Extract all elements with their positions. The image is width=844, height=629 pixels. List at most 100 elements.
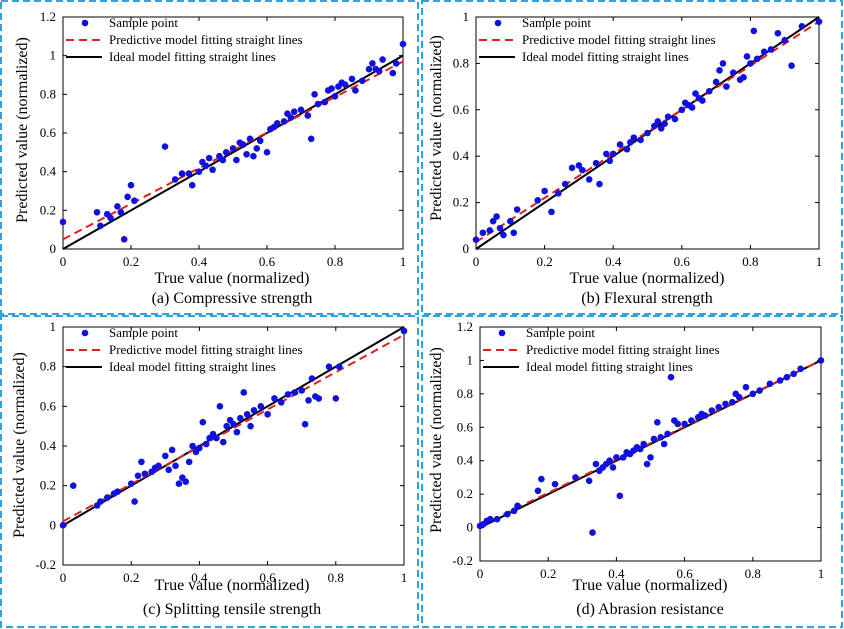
sample-point-a [250,152,257,160]
x-tick-label-a: 0 [60,254,67,269]
sample-point-d [585,477,593,485]
sample-point-d [493,515,501,523]
sample-point-a [239,141,247,148]
sample-point-c [138,458,145,466]
sample-point-b [747,60,754,67]
x-tick-label-a: 0.4 [191,254,208,269]
sample-point-b [489,217,497,225]
legend-marker-sample-c [81,329,89,337]
sample-point-b [750,27,758,35]
sample-point-a [131,197,138,204]
sample-point-a [178,170,186,177]
sample-point-d [701,412,709,419]
sample-point-b [767,46,775,53]
y-tick-label-d: 0.6 [457,419,474,434]
x-tick-label-a: 0.2 [123,254,139,269]
sample-point-c [69,482,77,489]
sample-point-a [307,135,315,143]
sample-point-b [671,115,679,123]
sample-point-c [162,452,169,460]
sample-point-c [97,498,104,505]
predictive-fit-line-d [479,359,822,527]
sample-point-d [688,417,695,424]
sample-point-b [815,18,823,25]
sample-point-c [189,442,196,450]
legend-label-sample-b: Sample point [522,15,591,30]
sample-point-d [817,357,825,364]
sample-point-b [630,134,638,141]
sample-point-a [321,98,329,106]
sample-point-a [246,135,254,143]
panel-c-frame [0,315,419,628]
sample-point-c [199,418,207,426]
sample-point-d [776,377,784,384]
y-tick-label-a: 1.2 [40,9,56,24]
plot-d: 0 0.2 0.4 0.6 0.8 1 -0.2 0 0.2 0.4 0.6 0.8 1 1.2 Sampl… [452,319,825,581]
y-tick-label-d: 1 [467,352,474,367]
sample-point-b [579,166,586,174]
y-tick-label-b: 1 [463,9,470,24]
sample-point-b [510,229,518,237]
sample-point-b [637,136,644,144]
sample-point-c [325,363,333,370]
sample-point-c [332,395,340,402]
sample-point-b [534,196,542,204]
sample-point-c [243,410,251,418]
sample-point-c [233,428,241,436]
y-tick-label-c: 0.2 [40,478,56,493]
panel-d: 0 0.2 0.4 0.6 0.8 1 -0.2 0 0.2 0.4 0.6 0.8 1 1.2 Sampl… [421,315,843,628]
sample-point-b [603,150,610,158]
sample-point-b [760,48,768,56]
sample-point-b [479,229,487,237]
sample-point-c [223,422,230,430]
sample-point-d [657,434,665,441]
sample-point-c [185,458,193,466]
legend-label-ideal-c: Ideal model fitting straight lines [109,359,276,374]
sample-point-a [93,208,101,216]
sample-point-b [678,106,686,114]
sample-point-d [514,502,521,510]
sample-point-c [134,472,142,480]
y-tick-label-a: 0.2 [40,202,56,217]
x-tick-label-c: 0.8 [328,570,344,585]
legend-marker-sample-d [498,329,506,337]
sample-point-b [723,83,730,90]
y-tick-label-b: 0.6 [453,102,470,117]
sample-point-a [341,81,349,88]
sample-point-b [788,62,795,70]
legend-label-predictive-c: Predictive model fitting straight lines [109,342,303,357]
legend-label-ideal-a: Ideal model fitting straight lines [109,49,276,64]
legend-label-sample-d: Sample point [526,325,595,340]
y-tick-label-c: 1 [50,319,57,334]
x-tick-label-d: 0.4 [608,566,625,581]
sample-point-b [664,113,672,121]
sample-point-a [304,112,312,119]
sample-point-b [712,78,720,86]
sample-point-b [592,159,600,167]
sample-point-b [716,67,723,74]
sample-point-a [348,75,356,83]
sample-point-c [127,480,135,487]
sample-point-b [654,118,662,125]
x-tick-label-b: 0.2 [536,254,552,269]
sample-point-d [636,445,644,453]
sample-point-a [369,60,376,67]
sample-point-a [280,118,288,125]
axes-box-b [475,16,820,250]
sample-point-d [664,430,671,438]
legend-label-predictive-d: Predictive model fitting straight lines [526,342,720,357]
sample-point-c [182,478,190,486]
sample-point-b [575,162,583,169]
sample-point-d [616,492,624,500]
sample-point-a [233,156,240,164]
sample-point-b [657,125,665,132]
sample-point-a [290,108,298,116]
x-axis-label-c: True value (normalized) [155,577,310,594]
legend-label-predictive-a: Predictive model fitting straight lines [109,32,303,47]
legend-marker-sample-b [494,19,502,27]
x-tick-label-a: 0.8 [327,254,343,269]
sample-point-d [486,515,494,523]
sample-point-c [301,420,309,428]
sample-point-b [561,180,569,188]
sample-point-a [328,85,335,92]
